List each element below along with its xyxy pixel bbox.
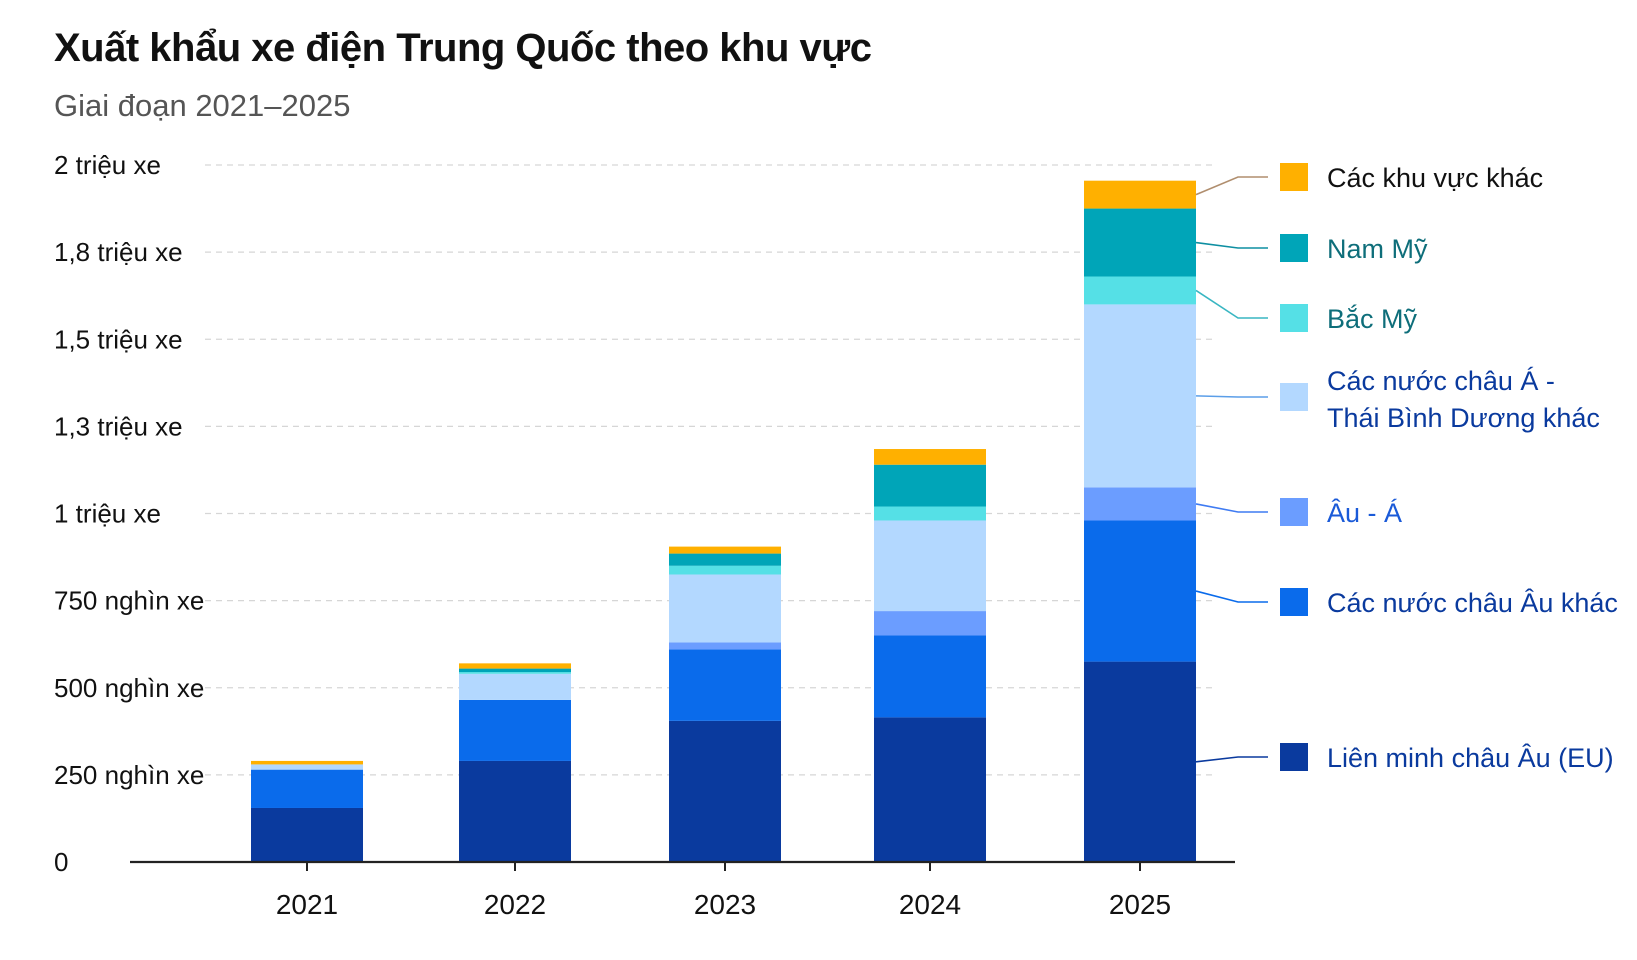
legend-leader-line	[1195, 590, 1268, 603]
legend-leader-line	[1195, 289, 1268, 319]
x-tick-label: 2025	[1109, 889, 1171, 920]
bar-segment	[459, 672, 571, 674]
bar-segment	[1084, 180, 1196, 209]
bar-segment	[874, 717, 986, 862]
legend-swatch	[1280, 498, 1308, 526]
bar-segment	[459, 668, 571, 673]
legend-leader-line	[1195, 176, 1268, 196]
legend-swatch	[1280, 234, 1308, 262]
bar-segment	[1084, 487, 1196, 521]
legend-leader-line	[1195, 241, 1268, 249]
legend-swatch	[1280, 588, 1308, 616]
bar-segment	[459, 760, 571, 862]
gridlines	[205, 164, 1215, 776]
bar-segment	[669, 546, 781, 554]
y-tick-label: 1,8 triệu xe	[54, 237, 183, 267]
bar-segment	[1084, 276, 1196, 305]
legend-label: Các nước châu Á -	[1327, 366, 1555, 396]
legend-label: Các khu vực khác	[1327, 163, 1543, 193]
bar-segment	[874, 635, 986, 718]
bar-segment	[251, 807, 363, 862]
legend-swatch	[1280, 743, 1308, 771]
y-tick-label: 0	[54, 847, 68, 877]
bar-segment	[1084, 208, 1196, 277]
y-tick-label: 250 nghìn xe	[54, 760, 204, 790]
bar-segment	[874, 611, 986, 636]
legend-label: Các nước châu Âu khác	[1327, 587, 1618, 618]
legend-label: Nam Mỹ	[1327, 234, 1428, 264]
x-tick-label: 2022	[484, 889, 546, 920]
legend-swatch	[1280, 383, 1308, 411]
bar-segment	[459, 673, 571, 700]
bar-segment	[1084, 661, 1196, 862]
legend-swatch	[1280, 304, 1308, 332]
legend-leader-line	[1195, 756, 1268, 763]
legend-swatch	[1280, 163, 1308, 191]
y-tick-label: 1,5 triệu xe	[54, 324, 183, 354]
bar-segment	[669, 642, 781, 650]
x-axis: 2021 2022 2023 2024 2025	[130, 860, 1235, 920]
x-tick-label: 2023	[694, 889, 756, 920]
x-tick-label: 2021	[276, 889, 338, 920]
bar-segment	[459, 699, 571, 761]
bar-segment	[459, 663, 571, 669]
y-tick-label: 1 triệu xe	[54, 499, 161, 529]
bar-segment	[669, 720, 781, 862]
bar-segment	[874, 520, 986, 612]
y-tick-label: 1,3 triệu xe	[54, 411, 183, 441]
bar-segment	[251, 760, 363, 765]
bar-segment	[251, 764, 363, 770]
bar-segment	[1084, 304, 1196, 488]
bar-segment	[669, 574, 781, 643]
bar-segment	[1084, 520, 1196, 662]
bar-segment	[251, 769, 363, 808]
bars	[251, 180, 1196, 862]
legend-label: Liên minh châu Âu (EU)	[1327, 742, 1614, 773]
legend-label: Âu - Á	[1327, 497, 1402, 528]
y-tick-label: 750 nghìn xe	[54, 586, 204, 616]
y-tick-label: 500 nghìn xe	[54, 673, 204, 703]
bar-segment	[874, 464, 986, 507]
bar-segment	[669, 553, 781, 566]
bar-segment	[669, 649, 781, 721]
bar-segment	[669, 565, 781, 575]
legend-leader-line	[1195, 503, 1268, 513]
y-axis: 0 250 nghìn xe 500 nghìn xe 750 nghìn xe 1 t…	[54, 150, 204, 877]
legend-label: Thái Bình Dương khác	[1327, 403, 1600, 433]
bar-segment	[874, 506, 986, 521]
legend-leader-line	[1195, 395, 1268, 398]
legend-label: Bắc Mỹ	[1327, 303, 1418, 334]
chart-title: Xuất khẩu xe điện Trung Quốc theo khu vự…	[54, 26, 872, 70]
legend: Liên minh châu Âu (EU) Các nước châu Âu k…	[1195, 163, 1618, 773]
x-tick-label: 2024	[899, 889, 961, 920]
bar-segment	[874, 449, 986, 465]
y-tick-label: 2 triệu xe	[54, 150, 161, 180]
chart-subtitle: Giai đoạn 2021–2025	[54, 88, 351, 123]
